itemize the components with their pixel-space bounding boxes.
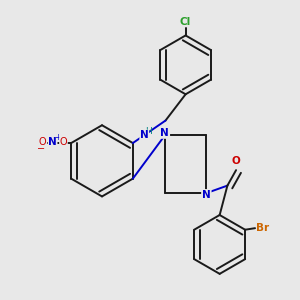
Text: O: O — [232, 156, 240, 167]
Text: Br: Br — [256, 223, 269, 233]
Text: N: N — [140, 130, 148, 140]
Text: O: O — [39, 137, 46, 147]
Text: H: H — [146, 127, 152, 136]
Text: N: N — [160, 128, 169, 138]
Text: −: − — [37, 144, 45, 154]
Text: +: + — [54, 133, 61, 142]
Text: O: O — [60, 137, 67, 147]
Text: N: N — [202, 190, 211, 200]
Text: N: N — [48, 137, 57, 147]
Text: Cl: Cl — [180, 17, 191, 27]
